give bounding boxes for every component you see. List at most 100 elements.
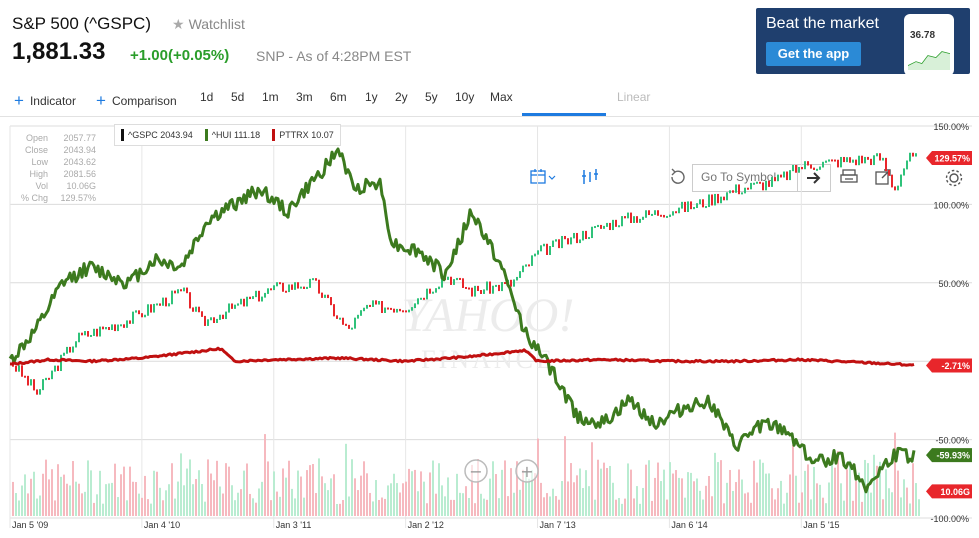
volume-bar bbox=[135, 482, 137, 516]
comparison-chart[interactable]: 150.00%100.00%50.00%0.00%-50.00%-100.00%… bbox=[0, 116, 979, 538]
go-button[interactable] bbox=[797, 164, 831, 192]
volume-bar bbox=[552, 488, 554, 516]
gspc-candle bbox=[45, 377, 47, 381]
range-5d[interactable]: 5d bbox=[231, 90, 245, 104]
gspc-candle bbox=[660, 214, 662, 217]
range-1m[interactable]: 1m bbox=[262, 90, 279, 104]
gspc-candle bbox=[66, 346, 68, 354]
volume-bar bbox=[738, 469, 740, 516]
volume-bar bbox=[429, 472, 431, 516]
ohlc-row: High 2081.56 bbox=[14, 168, 96, 180]
volume-bar bbox=[471, 464, 473, 516]
gspc-candle bbox=[492, 285, 494, 294]
legend-item-hui[interactable]: ^HUI 111.18 bbox=[204, 129, 260, 141]
zoom-in-button[interactable] bbox=[515, 459, 539, 483]
volume-bar bbox=[30, 478, 32, 516]
volume-bar bbox=[381, 497, 383, 516]
legend-item-pttrx[interactable]: PTTRX 10.07 bbox=[272, 129, 334, 141]
range-1y[interactable]: 1y bbox=[365, 90, 378, 104]
gspc-candle bbox=[711, 194, 713, 206]
volume-bar bbox=[15, 493, 17, 516]
gspc-candle bbox=[327, 294, 329, 299]
volume-bar bbox=[537, 438, 539, 516]
get-app-button[interactable]: Get the app bbox=[766, 42, 861, 66]
volume-bar bbox=[732, 490, 734, 516]
range-1d[interactable]: 1d bbox=[200, 90, 214, 104]
volume-bar bbox=[897, 470, 899, 516]
volume-bar bbox=[252, 498, 254, 516]
gspc-candle bbox=[792, 164, 794, 172]
gspc-candle bbox=[825, 160, 827, 163]
gspc-candle bbox=[501, 282, 503, 292]
gspc-candle bbox=[48, 377, 50, 380]
gspc-candle bbox=[189, 292, 191, 309]
gspc-candle bbox=[729, 190, 731, 194]
volume-bar bbox=[24, 474, 26, 516]
gspc-candle bbox=[252, 296, 254, 300]
chart-type-icon[interactable] bbox=[580, 168, 600, 186]
gspc-candle bbox=[279, 282, 281, 285]
volume-bar bbox=[489, 478, 491, 516]
zoom-out-button[interactable] bbox=[464, 459, 488, 483]
volume-bar bbox=[273, 471, 275, 516]
volume-bar bbox=[639, 503, 641, 516]
volume-bar bbox=[285, 477, 287, 516]
gear-icon[interactable] bbox=[944, 168, 964, 188]
volume-bar bbox=[39, 495, 41, 516]
volume-bar bbox=[414, 469, 416, 516]
print-icon[interactable] bbox=[840, 168, 858, 186]
gspc-candle bbox=[36, 389, 38, 395]
gspc-candle bbox=[315, 278, 317, 281]
app-ad-banner[interactable]: Beat the market Get the app 36.78 bbox=[756, 8, 970, 74]
gspc-candle bbox=[39, 389, 41, 395]
volume-bar bbox=[168, 484, 170, 516]
gspc-candle bbox=[408, 309, 410, 313]
volume-bar bbox=[447, 477, 449, 516]
volume-bar bbox=[462, 493, 464, 516]
gspc-candle bbox=[867, 156, 869, 160]
range-max[interactable]: Max bbox=[490, 90, 513, 104]
volume-bar bbox=[468, 497, 470, 516]
ohlc-value: 10.06G bbox=[66, 181, 96, 191]
legend-label: ^GSPC 2043.94 bbox=[128, 130, 193, 140]
volume-bar bbox=[60, 476, 62, 516]
volume-bar bbox=[75, 481, 77, 516]
gspc-candle bbox=[234, 304, 236, 309]
watchlist-button[interactable]: ★ Watchlist bbox=[172, 16, 245, 33]
gspc-candle bbox=[906, 160, 908, 170]
gspc-candle bbox=[81, 332, 83, 336]
gspc-candle bbox=[684, 201, 686, 212]
reset-icon[interactable] bbox=[668, 168, 686, 186]
volume-bar bbox=[318, 458, 320, 516]
legend-item-gspc[interactable]: ^GSPC 2043.94 bbox=[121, 129, 193, 141]
volume-bar bbox=[840, 483, 842, 516]
hui-series-line bbox=[8, 147, 916, 494]
volume-bar bbox=[636, 486, 638, 516]
gspc-candle bbox=[915, 153, 917, 157]
gspc-candle bbox=[213, 317, 215, 324]
volume-bar bbox=[795, 475, 797, 516]
volume-bar bbox=[480, 493, 482, 516]
gspc-candle bbox=[873, 155, 875, 166]
volume-bar bbox=[342, 500, 344, 516]
volume-bar bbox=[105, 484, 107, 516]
gspc-candle bbox=[222, 314, 224, 320]
gspc-candle bbox=[789, 170, 791, 181]
range-2y[interactable]: 2y bbox=[395, 90, 408, 104]
range-10y[interactable]: 10y bbox=[455, 90, 475, 104]
volume-bar bbox=[858, 472, 860, 516]
comparison-button[interactable]: + Comparison bbox=[96, 90, 177, 110]
range-6m[interactable]: 6m bbox=[330, 90, 347, 104]
range-5y[interactable]: 5y bbox=[425, 90, 438, 104]
gspc-candle bbox=[396, 308, 398, 313]
range-3m[interactable]: 3m bbox=[296, 90, 313, 104]
indicator-button[interactable]: + Indicator bbox=[14, 90, 76, 110]
gspc-candle bbox=[540, 245, 542, 252]
scale-linear[interactable]: Linear bbox=[617, 90, 651, 104]
volume-bar bbox=[222, 493, 224, 516]
gspc-candle bbox=[168, 303, 170, 307]
volume-bar bbox=[750, 502, 752, 516]
gspc-candle bbox=[663, 214, 665, 218]
x-tick-label: Jan 4 '10 bbox=[144, 520, 180, 530]
gspc-candle bbox=[666, 215, 668, 218]
